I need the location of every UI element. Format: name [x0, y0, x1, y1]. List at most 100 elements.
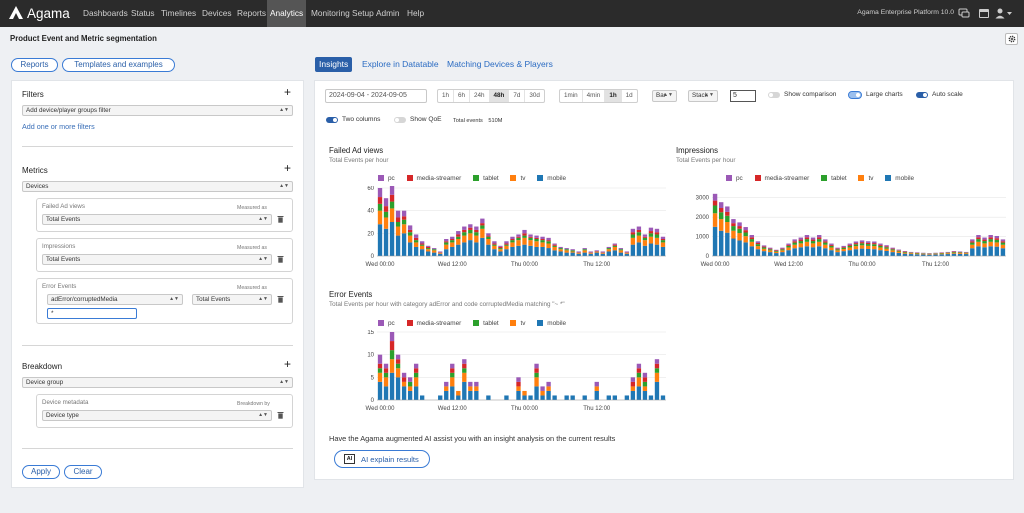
- legend-item-tablet[interactable]: tablet: [473, 320, 499, 327]
- nav-analytics[interactable]: Analytics: [267, 0, 307, 27]
- agama-logo-icon[interactable]: [8, 5, 24, 21]
- range-24h[interactable]: 24h: [470, 90, 490, 102]
- show-qoe-toggle[interactable]: [394, 117, 406, 123]
- measured-as-select[interactable]: Total Events ▲▼: [192, 294, 272, 305]
- chart-legend: pc media-streamer tablet tv mobile: [726, 175, 924, 182]
- top-n-input[interactable]: 5: [730, 90, 756, 102]
- nav-status[interactable]: Status: [131, 8, 155, 18]
- two-columns-toggle[interactable]: [326, 117, 338, 123]
- bar-segment-mobile: [786, 250, 791, 256]
- range-48h[interactable]: 48h: [489, 90, 510, 102]
- bar-segment-tv: [534, 377, 539, 387]
- legend-item-pc[interactable]: pc: [726, 175, 743, 182]
- gran-1h[interactable]: 1h: [605, 90, 622, 102]
- add-filters-link[interactable]: Add one or more filters: [22, 122, 95, 131]
- nav-admin[interactable]: Admin: [376, 8, 400, 18]
- stack-select[interactable]: Stack ▲▼: [688, 90, 718, 102]
- gran-4min[interactable]: 4min: [583, 90, 606, 102]
- add-filter-plus-icon[interactable]: +: [284, 85, 292, 99]
- trash-icon[interactable]: [277, 255, 284, 263]
- legend-item-media-streamer[interactable]: media-streamer: [406, 175, 461, 182]
- bar-segment-tablet: [395, 363, 401, 369]
- apply-button[interactable]: Apply: [22, 465, 60, 479]
- legend-item-media-streamer[interactable]: media-streamer: [406, 320, 461, 327]
- gran-1min[interactable]: 1min: [560, 90, 583, 102]
- chart-subtitle: Total Events per hour: [676, 157, 736, 164]
- bar-segment-mobile: [468, 390, 473, 400]
- date-range-input[interactable]: 2024-09-04 - 2024-09-05: [325, 89, 427, 103]
- legend-item-tablet[interactable]: tablet: [821, 175, 847, 182]
- range-6h[interactable]: 6h: [454, 90, 471, 102]
- tab-insights[interactable]: Insights: [315, 57, 353, 72]
- show-qoe-label: Show QoE: [410, 116, 442, 123]
- tab-explore-datatable[interactable]: Explore in Datatable: [362, 59, 439, 69]
- ai-explain-button[interactable]: AI AI explain results: [334, 450, 430, 468]
- error-match-input[interactable]: *: [47, 308, 137, 319]
- templates-button[interactable]: Templates and examples: [62, 58, 175, 72]
- legend-item-tv[interactable]: tv: [510, 175, 525, 182]
- bar-segment-mobile: [534, 386, 539, 400]
- bar-segment-pc: [786, 243, 791, 245]
- nav-monitoring-setup[interactable]: Monitoring Setup: [311, 8, 374, 18]
- nav-help[interactable]: Help: [407, 8, 425, 18]
- reports-button[interactable]: Reports: [11, 58, 58, 72]
- legend-item-mobile[interactable]: mobile: [537, 320, 566, 327]
- gran-1d[interactable]: 1d: [625, 92, 633, 99]
- bar-segment-pc: [534, 363, 539, 369]
- breakdown-by-select[interactable]: Device type ▲▼: [42, 410, 272, 421]
- bar-segment-media-streamer: [731, 223, 736, 227]
- chat-icon[interactable]: [958, 8, 970, 19]
- legend-item-tv[interactable]: tv: [510, 320, 525, 327]
- show-comparison-toggle[interactable]: [768, 92, 780, 98]
- bar-segment-mobile: [438, 253, 443, 256]
- error-code-select[interactable]: adError/corruptedMedia ▲▼: [47, 294, 183, 305]
- legend-item-tablet[interactable]: tablet: [473, 175, 499, 182]
- trash-icon[interactable]: [277, 215, 284, 223]
- calendar-icon[interactable]: [978, 8, 990, 19]
- brand-name[interactable]: Agama: [27, 6, 70, 21]
- bar-segment-tablet: [516, 237, 521, 241]
- range-30d[interactable]: 30d: [529, 92, 540, 99]
- measured-as-select[interactable]: Total Events ▲▼: [42, 254, 272, 265]
- legend-label: tablet: [483, 175, 499, 182]
- nav-devices[interactable]: Devices: [202, 8, 232, 18]
- legend-item-mobile[interactable]: mobile: [885, 175, 914, 182]
- nav-dashboards[interactable]: Dashboards: [83, 8, 128, 18]
- tab-matching-devices[interactable]: Matching Devices & Players: [447, 59, 553, 69]
- bar-segment-tablet: [456, 236, 461, 239]
- bar-segment-pc: [438, 251, 443, 253]
- bar-segment-tv: [546, 386, 551, 391]
- chart-type-select[interactable]: Bar ▲▼: [652, 90, 677, 102]
- large-charts-toggle[interactable]: [848, 91, 862, 99]
- legend-label: tv: [520, 175, 526, 182]
- legend-label: mobile: [547, 320, 567, 327]
- trash-icon[interactable]: [277, 411, 284, 419]
- add-metric-plus-icon[interactable]: +: [284, 161, 292, 175]
- measured-as-select[interactable]: Total Events ▲▼: [42, 214, 272, 225]
- auto-scale-toggle[interactable]: [916, 92, 928, 98]
- bar-segment-media-streamer: [755, 242, 761, 245]
- bar-segment-mobile: [749, 246, 755, 256]
- metric-group-select[interactable]: Devices ▲▼: [22, 181, 293, 192]
- legend-item-media-streamer[interactable]: media-streamer: [754, 175, 809, 182]
- bar-segment-tablet: [792, 242, 797, 245]
- trash-icon[interactable]: [277, 295, 284, 303]
- user-menu-icon[interactable]: [995, 8, 1013, 19]
- filter-group-select[interactable]: Add device/player groups filter ▲▼: [22, 105, 293, 116]
- legend-item-pc[interactable]: pc: [378, 320, 395, 327]
- bar-segment-tv: [865, 245, 871, 250]
- breakdown-group-select[interactable]: Device group ▲▼: [22, 377, 293, 388]
- range-1h[interactable]: 1h: [438, 90, 455, 102]
- range-7d[interactable]: 7d: [509, 90, 526, 102]
- nav-timelines[interactable]: Timelines: [161, 8, 197, 18]
- clear-button[interactable]: Clear: [64, 465, 102, 479]
- nav-reports[interactable]: Reports: [237, 8, 267, 18]
- bar-segment-media-streamer: [749, 237, 755, 240]
- bar-segment-mobile: [564, 252, 569, 256]
- settings-button[interactable]: [1005, 33, 1018, 45]
- add-breakdown-plus-icon[interactable]: +: [284, 357, 292, 371]
- legend-item-mobile[interactable]: mobile: [537, 175, 566, 182]
- bar-segment-tv: [884, 248, 889, 251]
- legend-item-pc[interactable]: pc: [378, 175, 395, 182]
- legend-item-tv[interactable]: tv: [858, 175, 873, 182]
